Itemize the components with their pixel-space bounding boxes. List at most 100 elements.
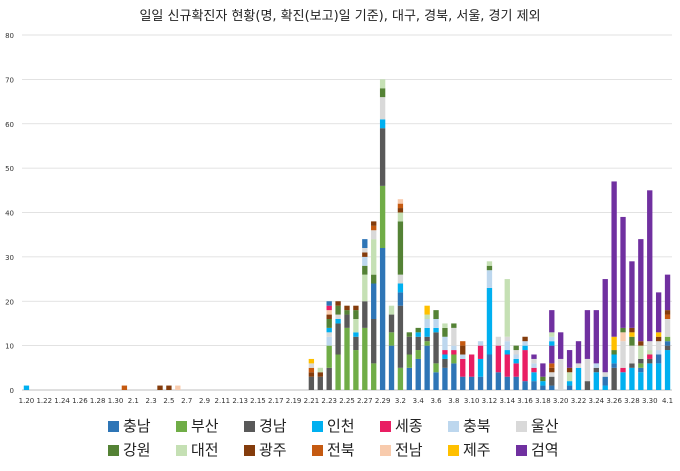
bar-segment	[406, 336, 412, 355]
bar-segment	[566, 385, 573, 390]
bar-segment	[451, 327, 457, 346]
bar-segment	[513, 363, 519, 377]
y-tick-label: 30	[5, 254, 14, 262]
bar-segment	[326, 305, 332, 311]
x-tick-label: 2.27	[357, 397, 373, 405]
bar-segment	[558, 358, 564, 390]
bar-segment	[442, 354, 448, 359]
bar-segment	[629, 367, 635, 390]
bar-segment	[522, 341, 528, 346]
bar-segment	[415, 358, 421, 390]
gridlines	[22, 34, 672, 391]
bar-segment	[522, 345, 528, 351]
bar-segment	[602, 376, 608, 386]
bar-segment	[371, 239, 377, 275]
bar-segment	[584, 381, 591, 391]
bar-segment	[451, 345, 457, 351]
bar-segment	[397, 208, 404, 213]
bar-segment	[540, 363, 546, 377]
bar-segment	[433, 327, 439, 333]
x-tick-label: 3.18	[535, 397, 551, 405]
legend-label: 세종	[395, 417, 423, 435]
bar-segment	[584, 310, 591, 359]
legend-label: 부산	[191, 417, 219, 435]
bar-segment	[655, 336, 662, 342]
bar-segment	[513, 354, 519, 359]
bar-segment	[433, 310, 439, 320]
bar-segment	[442, 350, 448, 355]
bar-segment	[406, 354, 412, 368]
x-tick-label: 2.11	[215, 397, 231, 405]
bar-segment	[540, 376, 546, 382]
bar-segment	[326, 332, 332, 337]
bar-segment	[166, 385, 172, 390]
bar-segment	[326, 327, 332, 333]
bar-segment	[157, 385, 163, 390]
x-tick-label: 2.3	[146, 397, 157, 405]
bar-segment	[317, 376, 323, 390]
bar-segment	[647, 341, 653, 351]
x-tick-label: 2.9	[199, 397, 210, 405]
bar-segment	[415, 332, 421, 337]
bar-segment	[451, 350, 457, 355]
bar-segment	[442, 327, 448, 337]
bar-segment	[388, 345, 395, 391]
bar-segment	[460, 376, 466, 390]
bar-segment	[335, 314, 341, 319]
bar-segment	[308, 372, 315, 377]
legend-swatch	[176, 421, 187, 432]
bar-segment	[460, 341, 466, 346]
bar-segment	[326, 367, 332, 390]
bar-segment	[513, 350, 519, 355]
bar-segment	[326, 314, 332, 319]
bar-segment	[424, 341, 430, 346]
bar-segment	[620, 367, 626, 373]
bar-segment	[362, 301, 368, 328]
bar-segment	[371, 274, 377, 284]
x-tick-label: 2.13	[232, 397, 248, 405]
bar-segment	[406, 332, 412, 337]
bar-segment	[575, 363, 582, 368]
x-tick-label: 3.2	[395, 397, 406, 405]
x-tick-label: 3.10	[464, 397, 480, 405]
x-tick-label: 3.12	[482, 397, 498, 405]
bar-segment	[664, 341, 671, 346]
bar-segment	[371, 221, 377, 226]
bar-segment	[495, 336, 502, 346]
bar-segment	[522, 381, 528, 391]
bar-segment	[388, 305, 395, 315]
y-tick-label: 10	[5, 343, 14, 351]
bar-segment	[371, 283, 377, 319]
bar-segment	[620, 216, 626, 328]
bar-segment	[379, 185, 386, 248]
bar-segment	[638, 367, 644, 373]
legend-label: 제주	[463, 441, 491, 459]
bar-segment	[486, 261, 493, 266]
bar-segment	[620, 372, 626, 390]
bar-segment	[486, 270, 493, 288]
bar-segment	[308, 367, 315, 373]
bar-segment	[326, 319, 332, 328]
bar-segment	[549, 341, 555, 346]
bar-segment	[121, 385, 128, 390]
bar-segment	[655, 341, 662, 351]
x-tick-label: 2.1	[128, 397, 139, 405]
bar-segment	[406, 367, 412, 390]
bar-segment	[486, 354, 493, 390]
bar-segment	[353, 350, 359, 390]
bar-segment	[175, 385, 181, 390]
bar-segment	[647, 350, 653, 355]
x-tick-label: 3.20	[553, 397, 569, 405]
bar-segment	[611, 336, 617, 351]
y-tick-label: 50	[5, 165, 14, 173]
bar-segment	[362, 274, 368, 302]
x-tick-label: 1.28	[90, 397, 106, 405]
bar-segment	[602, 279, 608, 373]
bar-segment	[593, 310, 599, 364]
bar-segment	[540, 385, 546, 390]
bar-segment	[638, 345, 644, 359]
x-tick-label: 2.25	[339, 397, 355, 405]
bar-segment	[415, 336, 421, 351]
x-tick-label: 2.5	[163, 397, 174, 405]
bar-segment	[308, 358, 315, 364]
